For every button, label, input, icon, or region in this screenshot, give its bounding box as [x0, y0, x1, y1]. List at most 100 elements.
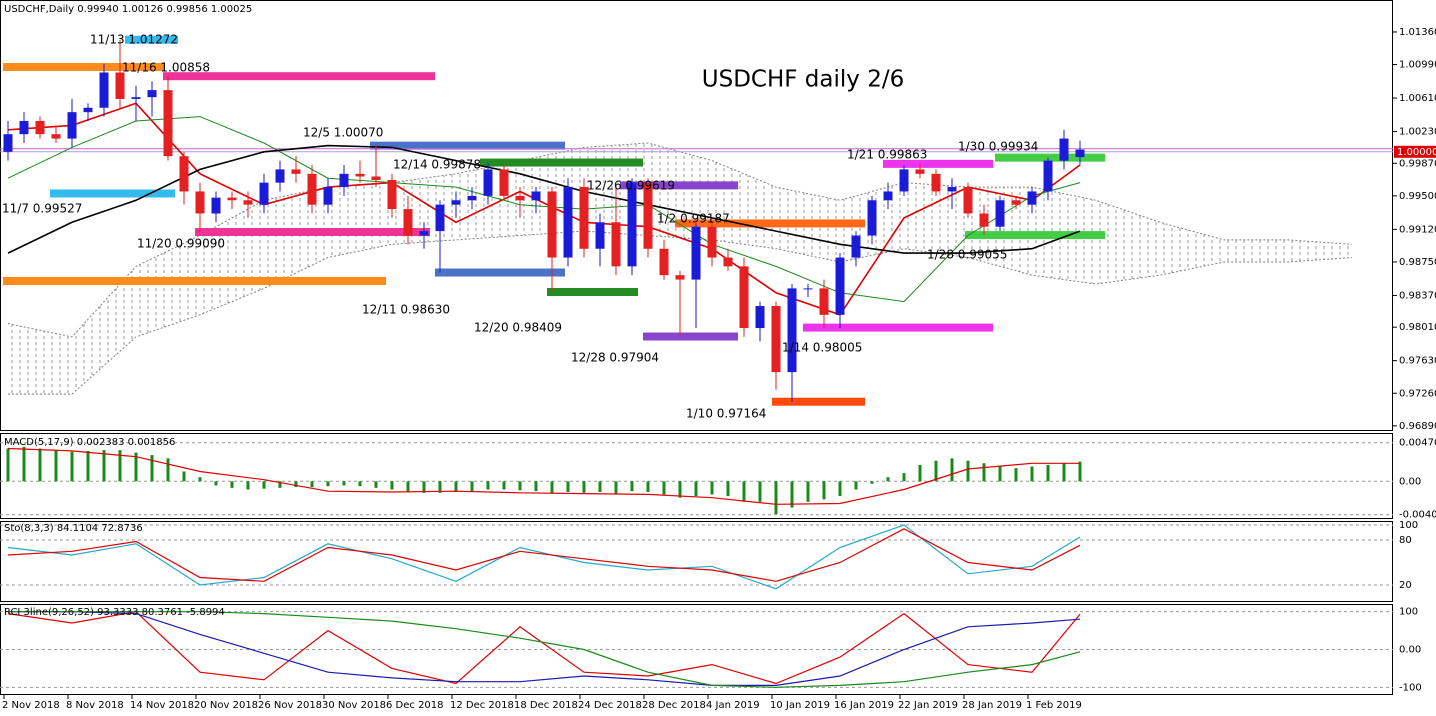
candle-body: [595, 222, 605, 249]
histogram-bar: [774, 481, 778, 515]
candle-body: [1075, 149, 1085, 158]
histogram-bar: [406, 481, 410, 492]
histogram-bar: [422, 481, 426, 493]
histogram-bar: [230, 481, 234, 488]
candle-body: [339, 173, 349, 188]
level-bar: [995, 153, 1105, 162]
y-tick-label: -100: [1399, 682, 1422, 693]
macd-panel-frame: [0, 433, 1393, 519]
histogram-bar: [918, 464, 922, 482]
histogram-bar: [374, 481, 378, 488]
candle-body: [1011, 200, 1021, 205]
candle-body: [995, 200, 1005, 227]
x-tick-label: 28 Dec 2018: [642, 700, 706, 711]
histogram-bar: [118, 450, 122, 482]
candle-body: [51, 134, 61, 139]
histogram-bar: [502, 481, 506, 490]
candle-body: [1043, 160, 1053, 192]
annotation-label: 12/5 1.00070: [303, 126, 383, 140]
histogram-bar: [758, 481, 762, 502]
candle-body: [755, 306, 765, 329]
histogram-bar: [998, 466, 1002, 482]
candle-body: [323, 187, 333, 205]
histogram-bar: [582, 481, 586, 493]
level-bar: [435, 268, 565, 277]
histogram-bar: [598, 481, 602, 492]
panel-header: Sto(8,3,3) 84.1104 72.8736: [4, 523, 143, 534]
candle-body: [147, 90, 157, 98]
x-tick-label: 12 Dec 2018: [450, 700, 514, 711]
histogram-bar: [294, 481, 298, 488]
annotation-label: 12/28 0.97904: [571, 351, 659, 365]
histogram-bar: [486, 481, 490, 490]
histogram-bar: [1062, 463, 1066, 482]
candle-body: [915, 169, 925, 174]
candle-body: [627, 182, 637, 267]
x-tick-label: 6 Dec 2018: [386, 700, 444, 711]
cloud-edge: [7, 142, 1353, 338]
histogram-bar: [854, 481, 858, 490]
current-price-label: 1.00000: [1397, 147, 1436, 158]
annotation-label: 1/10 0.97164: [686, 407, 766, 421]
level-bar: [370, 141, 565, 150]
histogram-bar: [246, 481, 250, 490]
annotation-label: 1/30 0.99934: [958, 140, 1038, 154]
histogram-bar: [1046, 464, 1050, 482]
histogram-bar: [438, 481, 442, 493]
level-bar: [195, 227, 430, 236]
histogram-bar: [470, 481, 474, 492]
chart-title: USDCHF daily 2/6: [702, 67, 904, 93]
level-bar: [965, 231, 1105, 240]
histogram-bar: [518, 481, 522, 491]
level-bar: [125, 35, 178, 44]
candle-body: [243, 200, 253, 205]
histogram-bar: [358, 481, 362, 487]
histogram-bar: [22, 446, 26, 482]
x-tick-label: 14 Nov 2018: [130, 700, 194, 711]
candle-body: [643, 182, 653, 249]
x-tick-label: 10 Jan 2019: [770, 700, 830, 711]
histogram-bar: [678, 481, 682, 498]
candle-body: [835, 257, 845, 315]
candle-body: [579, 187, 589, 249]
candle-body: [483, 169, 493, 196]
annotation-label: 12/14 0.99878: [393, 158, 481, 172]
annotation-label: 11/13 1.01272: [90, 33, 178, 47]
candle-body: [1059, 138, 1069, 161]
indicator-line: [7, 447, 1080, 505]
histogram-bar: [550, 481, 554, 494]
histogram-bar: [86, 450, 90, 482]
annotation-label: 12/20 0.98409: [474, 321, 562, 335]
candle-body: [35, 120, 45, 135]
level-bar: [643, 332, 738, 341]
y-tick-label: 20: [1399, 580, 1412, 591]
histogram-bar: [70, 451, 74, 482]
y-tick-label: -0.004069: [1399, 510, 1436, 521]
candle-body: [739, 266, 749, 329]
candle-body: [899, 169, 909, 192]
level-bar: [803, 323, 993, 332]
y-tick-label: 100: [1399, 607, 1418, 618]
histogram-bar: [870, 481, 874, 484]
y-tick-label: 80: [1399, 535, 1412, 546]
candle-body: [179, 156, 189, 192]
level-bar: [163, 72, 435, 81]
candle-body: [771, 306, 781, 373]
level-bar: [772, 397, 865, 406]
indicator-line: [8, 611, 1081, 688]
annotation-label: 1/2 0.99187: [657, 212, 730, 226]
candle-body: [83, 107, 93, 113]
histogram-bar: [950, 458, 954, 482]
candle-body: [707, 226, 717, 258]
histogram-bar: [534, 481, 538, 492]
candle-body: [419, 231, 429, 236]
level-bar: [3, 277, 386, 285]
y-tick-label: 0.96890: [1399, 421, 1436, 432]
panel-header: RCI 3line(9,26,52) 93.3333 80.3761 -5.89…: [4, 607, 225, 618]
candle-body: [403, 209, 413, 236]
candle-body: [499, 169, 509, 196]
